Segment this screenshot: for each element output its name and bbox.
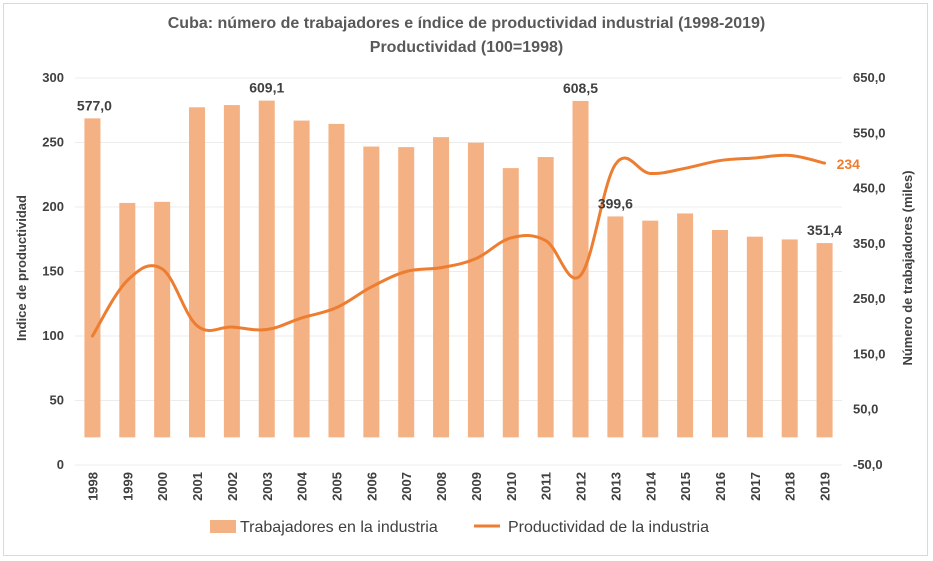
data-labels: 577,0 609,1 608,5 399,6 351,4 234 <box>77 80 860 238</box>
y-tick-label: 300 <box>42 70 64 85</box>
line-series <box>90 153 827 338</box>
bar <box>642 220 659 438</box>
y-tick-label: 150 <box>42 264 64 279</box>
x-tick-label: 2002 <box>225 472 240 501</box>
x-tick-label: 2012 <box>574 472 589 501</box>
bar <box>189 107 206 438</box>
right-axis-ticks: -50,0 50,0 150,0 250,0 350,0 450,0 550,0 650,0 <box>853 70 886 472</box>
x-tick-label: 2015 <box>678 472 693 501</box>
left-axis-ticks: 0 50 100 150 200 250 300 <box>42 70 64 472</box>
y2-tick-label: 50,0 <box>853 402 878 417</box>
bar <box>84 118 101 438</box>
bar <box>502 168 519 438</box>
y-tick-label: 50 <box>50 393 64 408</box>
x-tick-label: 2014 <box>643 471 658 501</box>
bar <box>433 137 450 438</box>
data-label: 234 <box>837 156 861 172</box>
legend-swatch-bars <box>210 520 236 533</box>
x-tick-label: 2011 <box>539 472 554 500</box>
x-tick-label: 1999 <box>120 472 135 501</box>
bar <box>572 100 589 438</box>
data-label: 351,4 <box>807 222 842 238</box>
bar <box>746 236 763 438</box>
x-tick-label: 2001 <box>190 472 205 501</box>
y-tick-label: 200 <box>42 199 64 214</box>
data-label: 399,6 <box>598 195 633 211</box>
x-tick-label: 2005 <box>329 472 344 501</box>
bar <box>711 230 728 438</box>
legend-label-bars: Trabajadores en la industria <box>240 519 438 536</box>
bar <box>816 243 833 438</box>
y2-tick-label: 450,0 <box>853 181 886 196</box>
x-tick-label: 2006 <box>364 472 379 501</box>
x-tick-label: 2013 <box>608 472 623 501</box>
x-tick-label: 2004 <box>295 471 310 501</box>
y2-axis-label: Número de trabajadores (miles) <box>900 170 915 365</box>
legend: Trabajadores en la industria Productivid… <box>210 519 709 536</box>
bar <box>328 123 345 438</box>
y2-tick-label: 550,0 <box>853 125 886 140</box>
x-tick-label: 1998 <box>85 472 100 501</box>
x-tick-label: 2007 <box>399 472 414 501</box>
bar <box>467 142 484 438</box>
x-tick-label: 2019 <box>818 472 833 501</box>
bar <box>363 146 380 438</box>
y-axis-label: Indice de productividad <box>14 195 29 341</box>
x-tick-label: 2000 <box>155 472 170 501</box>
y2-tick-label: -50,0 <box>853 457 883 472</box>
bar <box>537 157 554 438</box>
y2-tick-label: 150,0 <box>853 346 886 361</box>
chart-title: Cuba: número de trabajadores e índice de… <box>167 15 766 32</box>
bar <box>398 147 415 438</box>
y2-tick-label: 250,0 <box>853 291 886 306</box>
bar <box>258 100 275 438</box>
bar <box>293 120 310 438</box>
productivity-line <box>90 153 827 338</box>
bar <box>223 105 240 438</box>
x-tick-label: 2009 <box>469 472 484 501</box>
legend-label-line: Productividad de la industria <box>508 519 709 536</box>
y2-tick-label: 650,0 <box>853 70 886 85</box>
x-tick-label: 2016 <box>713 472 728 501</box>
x-axis-ticks: 1998 1999 2000 2001 2002 2003 2004 2005 2006 2007… <box>85 471 832 501</box>
x-tick-label: 2010 <box>504 472 519 501</box>
y-tick-label: 100 <box>42 328 64 343</box>
x-tick-label: 2017 <box>748 472 763 501</box>
y-tick-label: 0 <box>57 457 64 472</box>
x-tick-label: 2008 <box>434 472 449 501</box>
chart-subtitle: Productividad (100=1998) <box>369 39 564 56</box>
bar-series <box>84 100 833 438</box>
bar <box>119 202 136 438</box>
bar <box>677 213 694 438</box>
bar <box>781 239 798 438</box>
data-label: 608,5 <box>563 80 598 96</box>
bar <box>607 216 624 438</box>
bar <box>154 201 171 438</box>
y-tick-label: 250 <box>42 135 64 150</box>
x-tick-label: 2003 <box>260 472 275 501</box>
x-tick-label: 2018 <box>783 472 798 501</box>
y2-tick-label: 350,0 <box>853 236 886 251</box>
data-label: 609,1 <box>249 80 284 96</box>
data-label: 577,0 <box>77 97 112 113</box>
